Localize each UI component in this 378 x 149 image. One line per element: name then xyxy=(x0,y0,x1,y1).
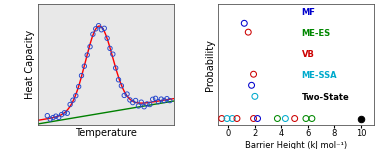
Point xyxy=(90,33,96,35)
Point xyxy=(110,53,116,55)
Point xyxy=(96,24,102,27)
Point xyxy=(87,45,93,48)
Point xyxy=(219,117,225,120)
Point xyxy=(127,99,133,101)
Point xyxy=(358,117,364,120)
Point xyxy=(59,113,65,116)
Point xyxy=(245,31,251,33)
Point xyxy=(251,117,257,120)
Point xyxy=(150,98,156,100)
Point xyxy=(161,99,167,102)
Text: Two-State: Two-State xyxy=(302,93,349,102)
Point xyxy=(135,105,141,107)
Point xyxy=(152,97,158,100)
Text: MF: MF xyxy=(302,8,315,17)
Point xyxy=(116,79,122,81)
Point xyxy=(44,114,50,117)
Point xyxy=(98,29,104,31)
Point xyxy=(164,97,170,100)
Point xyxy=(309,117,315,120)
Point xyxy=(292,117,298,120)
Point xyxy=(79,74,85,77)
Point xyxy=(67,103,73,106)
Y-axis label: Heat Capacity: Heat Capacity xyxy=(25,30,35,99)
Point xyxy=(101,27,107,30)
Point xyxy=(73,94,79,97)
Point xyxy=(47,118,53,120)
Point xyxy=(234,117,240,120)
Point xyxy=(138,101,144,103)
Point xyxy=(93,28,99,30)
Point xyxy=(104,37,110,39)
Text: ME-ES: ME-ES xyxy=(302,29,331,38)
Point xyxy=(76,85,82,88)
Point xyxy=(155,100,161,103)
Y-axis label: Probability: Probability xyxy=(205,39,215,91)
Point xyxy=(53,115,59,117)
Point xyxy=(241,22,247,24)
Point xyxy=(254,117,260,120)
Text: ME-SSA: ME-SSA xyxy=(302,72,337,80)
Point xyxy=(158,98,164,100)
Point xyxy=(133,99,139,102)
Point xyxy=(282,117,288,120)
Point xyxy=(252,95,258,98)
Point xyxy=(64,112,70,114)
Point xyxy=(251,73,257,75)
Text: VB: VB xyxy=(302,50,314,59)
Point xyxy=(81,65,87,67)
Point xyxy=(61,112,67,114)
Point xyxy=(124,93,130,95)
Point xyxy=(50,116,56,119)
Point xyxy=(141,105,147,108)
Point xyxy=(274,117,280,120)
Point xyxy=(249,84,255,86)
X-axis label: Temperature: Temperature xyxy=(75,128,137,138)
Point xyxy=(70,99,76,101)
Point xyxy=(121,94,127,97)
Point xyxy=(130,101,136,104)
Point xyxy=(118,85,124,87)
Point xyxy=(56,116,62,119)
Point xyxy=(303,117,309,120)
Point xyxy=(113,67,119,69)
Point xyxy=(224,117,230,120)
Point xyxy=(229,117,235,120)
Point xyxy=(84,54,90,56)
Point xyxy=(144,103,150,105)
Point xyxy=(107,47,113,50)
Point xyxy=(147,103,153,106)
X-axis label: Barrier Height (kJ mol⁻¹): Barrier Height (kJ mol⁻¹) xyxy=(245,141,347,149)
Point xyxy=(167,99,173,102)
